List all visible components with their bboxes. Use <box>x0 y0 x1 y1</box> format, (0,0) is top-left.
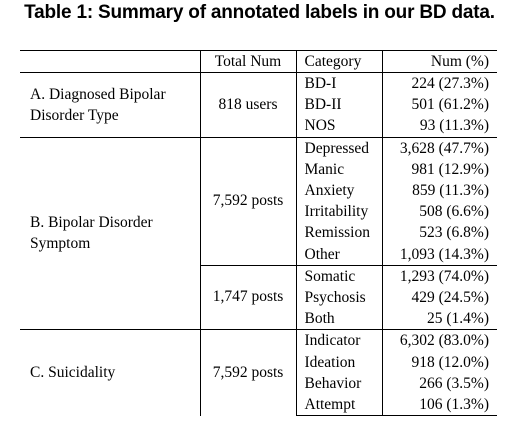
table-row: A. Diagnosed Bipolar Disorder Type 818 us… <box>20 72 497 138</box>
num-pct-cell: 266 (3.5%) <box>419 374 489 392</box>
total-num-cell: 7,592 posts <box>199 329 297 416</box>
num-pct-cell: 3,628 (47.7%) <box>399 139 489 157</box>
total-num-cell: 1,747 posts <box>199 264 297 330</box>
header-empty <box>20 50 200 73</box>
table-row: Irritability 508 (6.6%) <box>20 201 497 223</box>
category-cell: Attempt <box>296 393 383 416</box>
category-cell: Behavior <box>296 372 383 394</box>
table-row: Anxiety 859 (11.3%) <box>20 179 497 202</box>
num-pct-cell: 1,093 (14.3%) <box>399 245 489 263</box>
section-name: A. Diagnosed Bipolar Disorder Type <box>30 85 166 124</box>
header-num-pct: Num (%) <box>382 50 497 73</box>
num-pct-cell: 523 (6.8%) <box>419 224 489 242</box>
category-cell: Other <box>296 243 383 266</box>
category-cell: Manic <box>296 158 383 180</box>
table-row: Psychosis 429 (24.5%) <box>20 286 497 309</box>
section-name: C. Suicidality <box>30 364 116 382</box>
category-cell: Psychosis <box>296 286 383 309</box>
header-total-num: Total Num <box>199 50 297 73</box>
table-row: BD-II 501 (61.2%) <box>20 94 497 116</box>
table-row: B. Bipolar Disorder Symptom 7,592 posts De… <box>20 137 497 266</box>
num-pct-cell: 508 (6.6%) <box>419 203 489 221</box>
category-cell: Depressed <box>296 137 383 159</box>
category-cell: Remission <box>296 222 383 244</box>
category-cell: BD-II <box>296 94 383 116</box>
category-cell: Ideation <box>296 351 383 373</box>
total-num-cell: 7,592 posts <box>199 137 297 266</box>
table-row: 1,747 posts Somatic 1,293 (74.0%) <box>20 264 497 330</box>
category-cell: BD-I <box>296 72 383 95</box>
num-pct-cell: 93 (11.3%) <box>419 117 489 135</box>
num-pct-cell: 429 (24.5%) <box>411 288 490 306</box>
num-pct-cell: 981 (12.9%) <box>411 160 490 178</box>
total-num-cell: 818 users <box>199 72 297 138</box>
num-pct-cell: 25 (1.4%) <box>427 310 489 328</box>
num-pct-cell: 859 (11.3%) <box>412 182 489 200</box>
table-body: A. Diagnosed Bipolar Disorder Type 818 us… <box>20 72 497 416</box>
table-caption: Table 1: Summary of annotated labels in … <box>24 2 495 23</box>
num-pct-cell: 1,293 (74.0%) <box>382 264 497 287</box>
category-cell: Both <box>296 308 383 330</box>
table-row: Manic 981 (12.9%) <box>20 158 497 180</box>
category-cell: NOS <box>296 115 383 138</box>
num-pct-cell: 6,302 (83.0%) <box>399 332 489 350</box>
category-cell: Irritability <box>296 201 383 223</box>
num-pct-cell: 918 (12.0%) <box>411 353 490 371</box>
category-cell: Anxiety <box>296 179 383 202</box>
table-row: Attempt 106 (1.3%) <box>20 393 497 416</box>
num-pct-cell: 224 (27.3%) <box>411 75 490 93</box>
num-pct-cell: 501 (61.2%) <box>411 96 490 114</box>
table-row: Behavior 266 (3.5%) <box>20 372 497 394</box>
category-cell: Somatic <box>296 264 383 287</box>
category-cell: Indicator <box>296 329 383 352</box>
table-row: C. Suicidality 7,592 posts Indicator 6,302 … <box>20 329 497 416</box>
header-category: Category <box>296 50 383 73</box>
table-row: Remission 523 (6.8%) <box>20 222 497 244</box>
section-name: B. Bipolar Disorder Symptom <box>30 214 153 253</box>
table-row: Ideation 918 (12.0%) <box>20 351 497 373</box>
header-row: Total Num Category Num (%) <box>20 50 497 73</box>
summary-table: Total Num Category Num (%) A. Diagnosed … <box>20 50 497 416</box>
num-pct-cell: 106 (1.3%) <box>382 393 497 416</box>
table-row: Other 1,093 (14.3%) <box>20 243 497 266</box>
